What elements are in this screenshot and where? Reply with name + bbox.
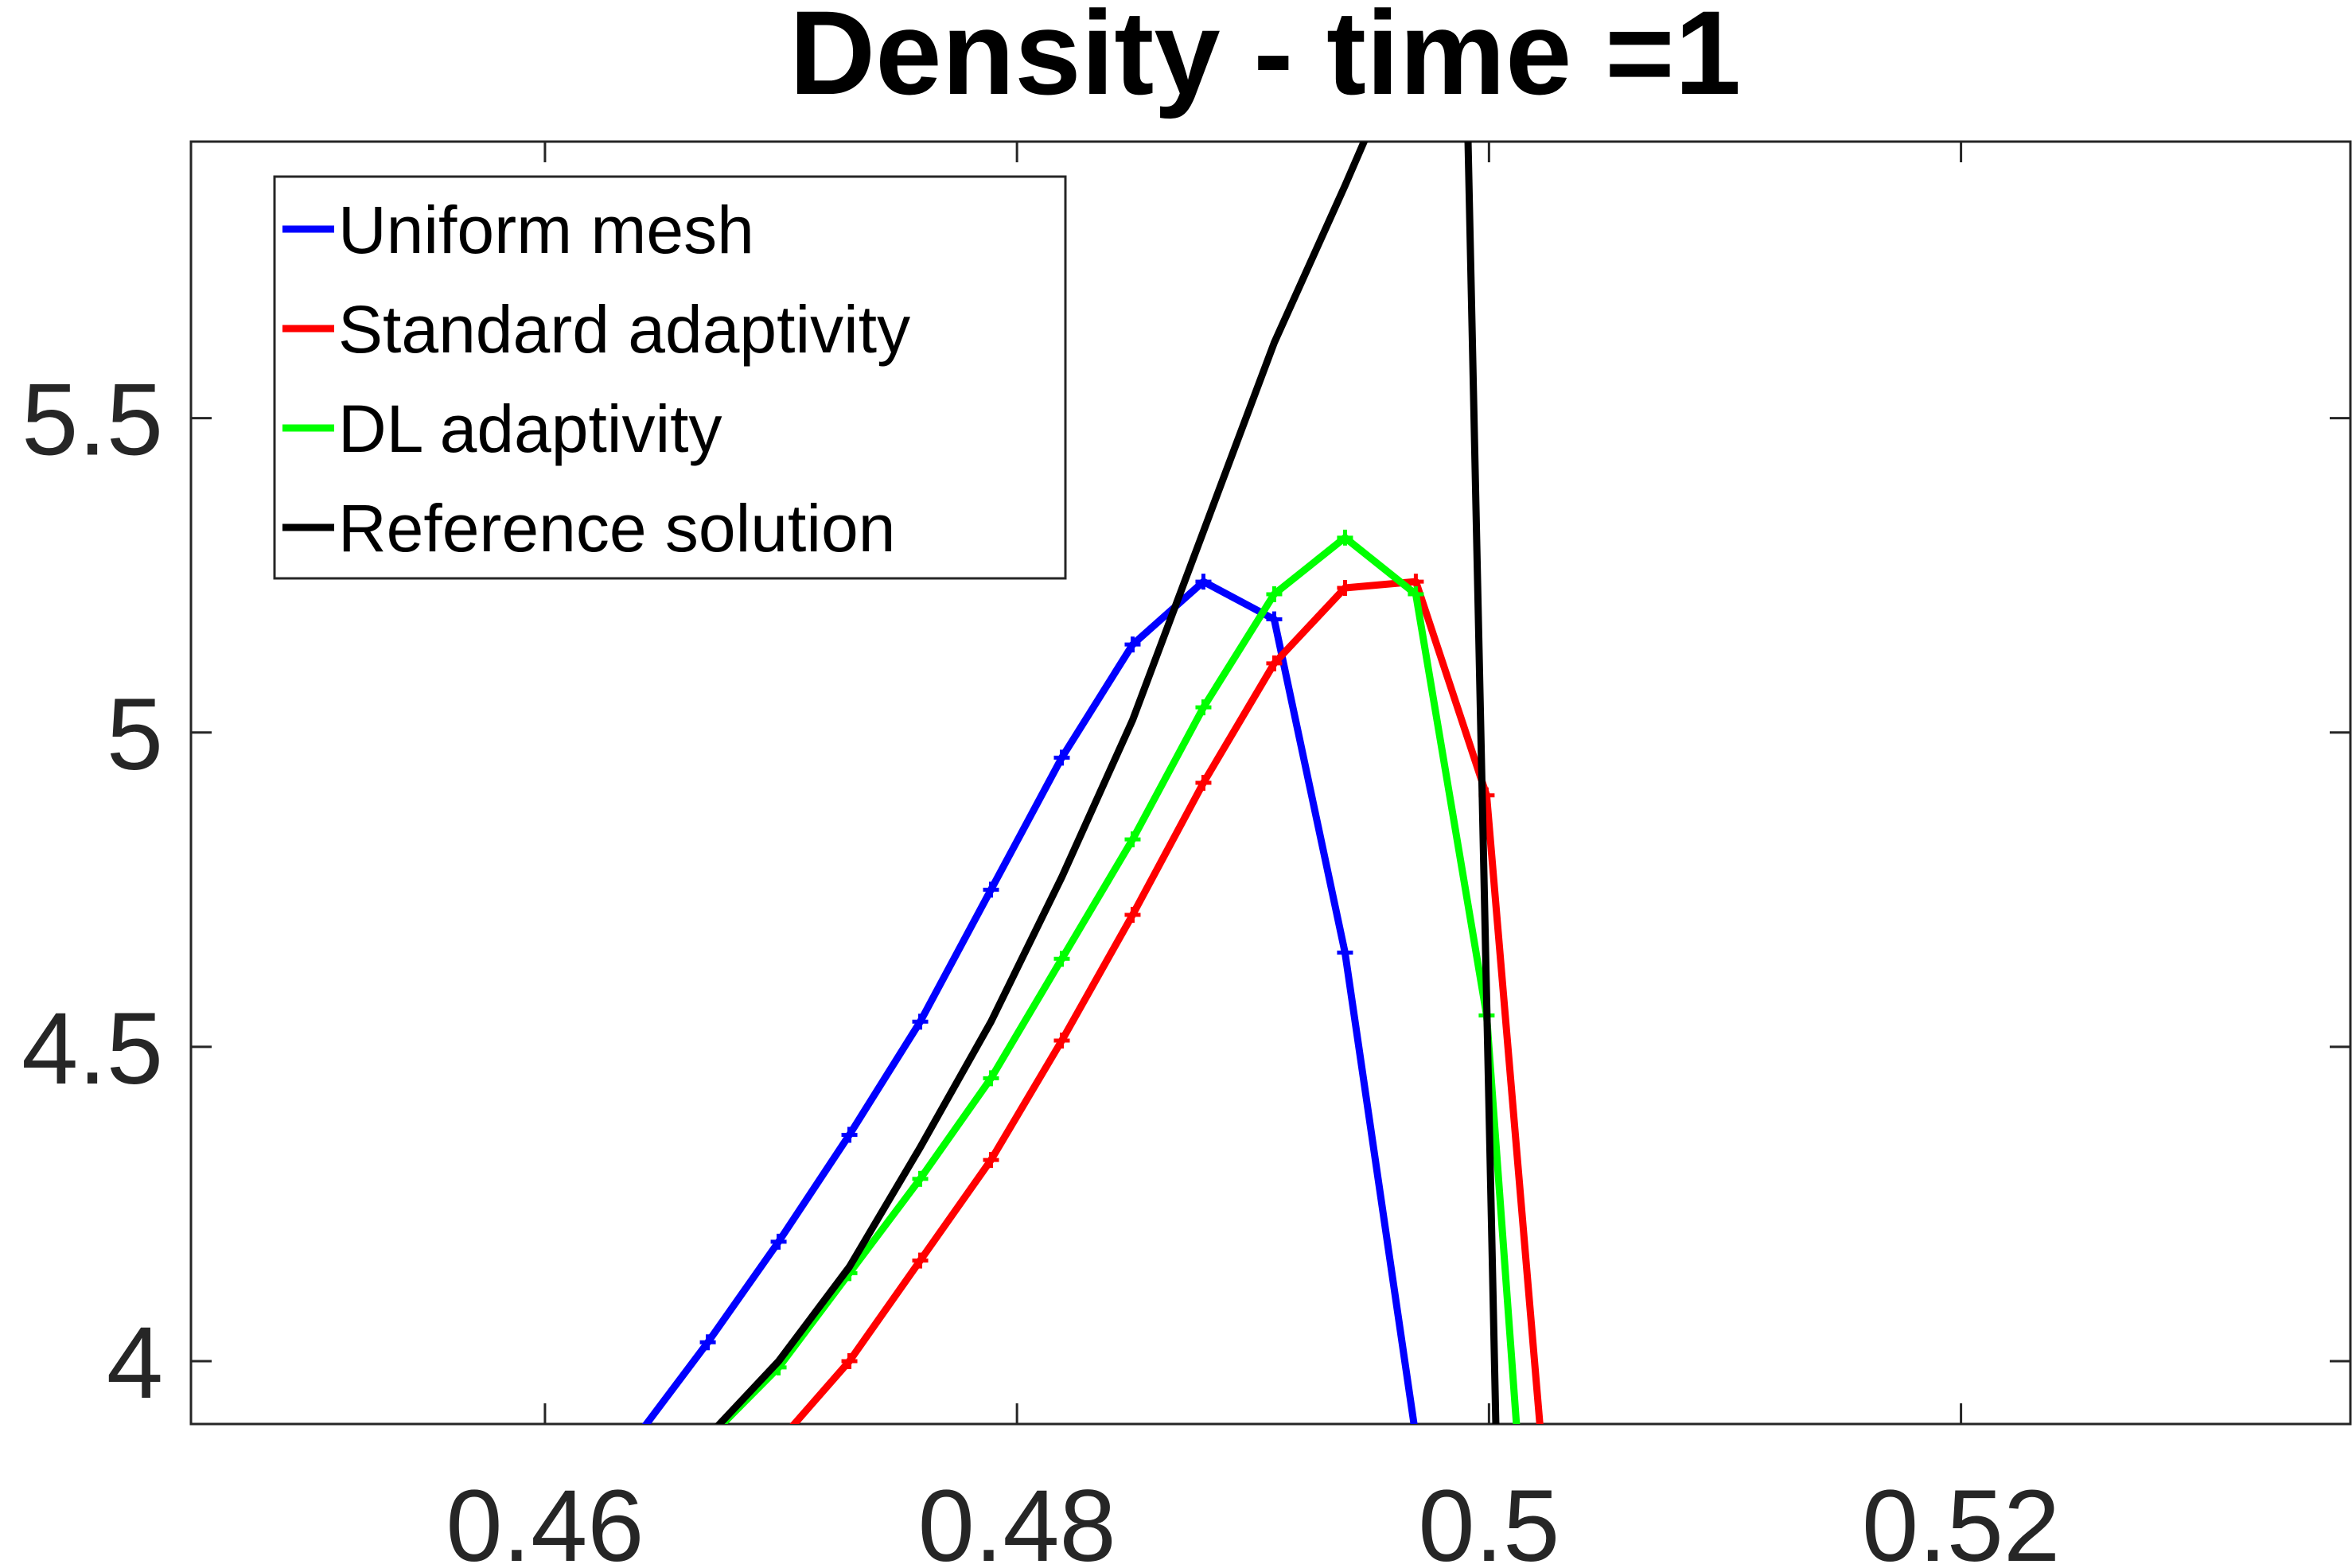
data-point-dl-adaptivity xyxy=(1053,951,1070,967)
x-tick-label: 0.46 xyxy=(446,1469,644,1568)
data-point-uniform-mesh xyxy=(1053,749,1070,766)
legend-label-standard-adaptivity: Standard adaptivity xyxy=(338,292,910,367)
data-point-uniform-mesh xyxy=(1195,574,1212,590)
data-point-uniform-mesh xyxy=(983,881,999,898)
data-point-uniform-mesh xyxy=(1337,944,1353,961)
data-point-dl-adaptivity xyxy=(1337,529,1353,546)
data-point-dl-adaptivity xyxy=(912,1170,929,1187)
data-point-standard-adaptivity xyxy=(1337,580,1353,597)
legend-label-dl-adaptivity: DL adaptivity xyxy=(338,391,722,466)
series-layer xyxy=(641,142,1544,1424)
data-point-standard-adaptivity xyxy=(983,1152,999,1169)
data-point-dl-adaptivity xyxy=(1124,831,1141,848)
legend-item-standard-adaptivity: Standard adaptivity xyxy=(282,292,910,367)
data-point-standard-adaptivity xyxy=(1124,906,1141,923)
data-point-standard-adaptivity xyxy=(1195,775,1212,791)
data-point-uniform-mesh xyxy=(1124,636,1141,653)
x-axis-ticks: 0.46 0.48 0.5 0.52 xyxy=(446,142,2060,1568)
y-tick-label: 5 xyxy=(107,678,163,792)
x-tick-label: 0.52 xyxy=(1862,1469,2060,1568)
legend-label-uniform-mesh: Uniform mesh xyxy=(338,193,754,267)
legend-item-uniform-mesh: Uniform mesh xyxy=(282,193,754,267)
legend-label-reference-solution: Reference solution xyxy=(338,491,895,566)
data-point-standard-adaptivity xyxy=(1053,1032,1070,1049)
data-point-dl-adaptivity xyxy=(983,1070,999,1087)
data-point-dl-adaptivity xyxy=(1266,586,1283,602)
data-point-uniform-mesh xyxy=(841,1126,858,1143)
data-point-uniform-mesh xyxy=(1266,611,1283,628)
y-tick-label: 4.5 xyxy=(21,992,163,1106)
x-tick-label: 0.48 xyxy=(918,1469,1116,1568)
legend-item-dl-adaptivity: DL adaptivity xyxy=(282,391,722,466)
data-point-uniform-mesh xyxy=(699,1334,716,1351)
series-line-standard-adaptivity xyxy=(789,578,1544,1424)
data-point-dl-adaptivity xyxy=(1195,699,1212,716)
data-point-standard-adaptivity xyxy=(912,1252,929,1269)
data-point-dl-adaptivity xyxy=(1408,586,1424,602)
data-point-standard-adaptivity xyxy=(1266,655,1283,671)
chart-title: Density - time =1 xyxy=(789,0,1741,119)
legend-item-reference-solution: Reference solution xyxy=(282,491,895,566)
legend: Uniform mesh Standard adaptivity DL adap… xyxy=(273,175,1067,580)
series-line-reference-solution xyxy=(715,142,1500,1424)
x-tick-label: 0.5 xyxy=(1418,1469,1560,1568)
legend-box xyxy=(273,175,1067,580)
data-point-standard-adaptivity xyxy=(841,1352,858,1369)
y-axis-ticks: 4 4.5 5 5.5 xyxy=(21,364,2350,1420)
data-point-uniform-mesh xyxy=(770,1233,787,1250)
series-line-uniform-mesh xyxy=(641,578,1418,1424)
data-point-uniform-mesh xyxy=(912,1014,929,1030)
y-tick-label: 4 xyxy=(107,1306,163,1420)
y-tick-label: 5.5 xyxy=(21,364,163,477)
